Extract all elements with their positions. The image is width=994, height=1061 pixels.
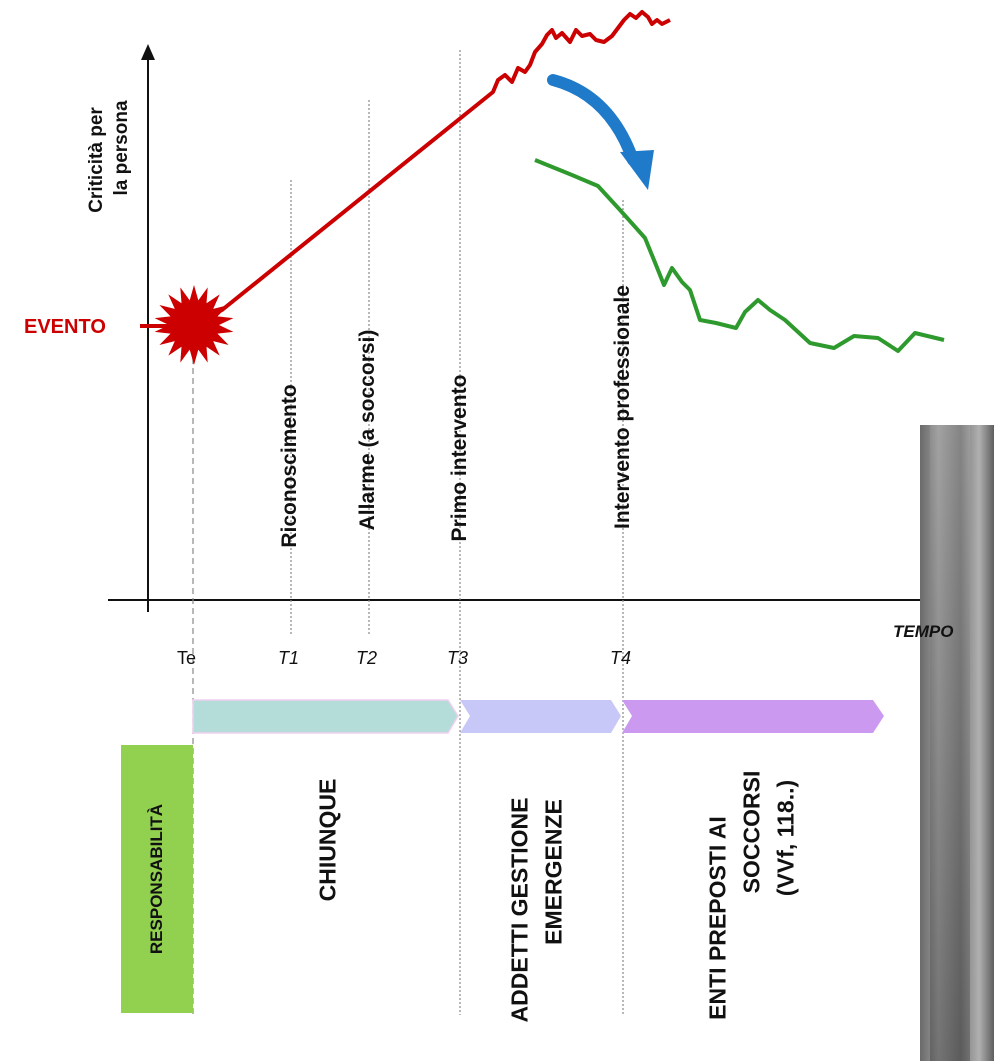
improvement-arrow — [547, 74, 639, 166]
phase-label-professionale: Intervento professionale — [611, 285, 634, 529]
y-axis-label-line1: Criticità per — [86, 107, 107, 213]
time-label-t2: T2 — [356, 648, 378, 668]
event-starburst-icon — [154, 285, 234, 365]
recovery-curve-green — [534, 158, 945, 353]
group-enti-line1: ENTI PREPOSTI AI — [704, 816, 731, 1020]
phase-label-riconoscimento: Riconoscimento — [278, 384, 301, 548]
responsibility-header: RESPONSABILITÀ — [147, 803, 166, 955]
y-axis-arrowhead — [141, 44, 155, 60]
group-enti-line3: (VVf, 118..) — [772, 779, 799, 897]
time-label-t1: T1 — [278, 648, 300, 668]
x-axis-label: TEMPO — [893, 622, 954, 641]
photo-fragment — [920, 425, 994, 1061]
phase-arrow-enti — [622, 700, 884, 733]
group-chiunque-line1: CHIUNQUE — [314, 778, 341, 902]
phase-arrow-addetti — [460, 700, 621, 733]
group-addetti-line2: EMERGENZE — [540, 799, 567, 945]
improvement-arrowhead — [620, 150, 654, 190]
time-label-t3: T3 — [447, 648, 469, 668]
event-label: EVENTO — [24, 316, 106, 338]
phase-label-allarme: Allarme (a soccorsi) — [356, 329, 379, 531]
phase-arrow-chiunque — [192, 699, 459, 734]
phase-label-primo: Primo intervento — [448, 374, 471, 542]
group-addetti-line1: ADDETTI GESTIONE — [506, 797, 533, 1023]
group-enti-line2: SOCCORSI — [738, 770, 765, 894]
responsibility-box — [121, 745, 193, 1013]
criticality-curve-red — [140, 10, 671, 328]
y-axis-label-line2: la persona — [111, 100, 132, 196]
time-label-te: Te — [177, 648, 197, 668]
time-label-t4: T4 — [610, 648, 632, 668]
